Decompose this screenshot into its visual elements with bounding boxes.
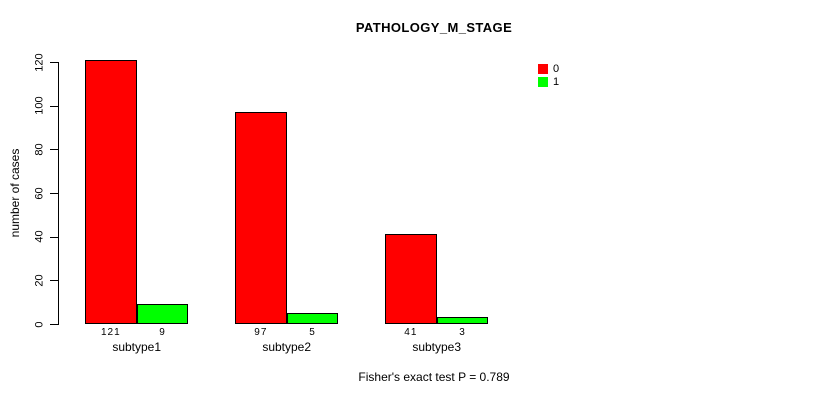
y-tick [50, 105, 58, 107]
bar-value-label: 41 [404, 327, 418, 338]
bar-subtype1-series0 [85, 59, 137, 324]
x-category-label-subtype2: subtype2 [262, 340, 312, 354]
y-tick-label: 0 [33, 320, 46, 328]
y-tick [50, 193, 58, 194]
x-category-label-subtype3: subtype3 [412, 340, 462, 354]
x-category-label-subtype1: subtype1 [112, 340, 162, 354]
bar-subtype2-series0 [235, 112, 287, 324]
y-tick [50, 62, 58, 63]
y-axis-title: number of cases [8, 148, 22, 238]
y-tick [50, 149, 58, 151]
bar-subtype3-series0 [385, 234, 437, 324]
legend-item-1: 1 [538, 76, 560, 88]
legend-label: 0 [553, 63, 560, 75]
y-tick-label: 60 [33, 186, 46, 200]
bar-value-label: 3 [459, 327, 466, 338]
chart-title: PATHOLOGY_M_STAGE [355, 20, 513, 35]
y-tick [50, 280, 58, 282]
y-tick [50, 236, 58, 238]
y-tick [50, 324, 58, 325]
legend-swatch-0 [538, 64, 548, 74]
bar-value-label: 121 [101, 327, 121, 338]
y-tick-label: 20 [33, 274, 46, 287]
y-tick-label: 120 [33, 52, 46, 72]
bar-subtype2-series1 [286, 313, 339, 324]
legend-item-0: 0 [538, 63, 560, 75]
y-tick-label: 100 [33, 96, 46, 115]
footer-annotation: Fisher's exact test P = 0.789 [358, 370, 510, 384]
y-tick-label: 40 [33, 230, 46, 243]
legend-swatch-1 [538, 77, 548, 87]
bar-subtype3-series1 [436, 317, 489, 324]
bar-value-label: 5 [309, 327, 316, 338]
y-tick-label: 80 [33, 143, 46, 156]
bar-value-label: 97 [254, 327, 268, 338]
legend-label: 1 [553, 76, 560, 88]
y-axis-line [58, 62, 59, 325]
bar-value-label: 9 [159, 327, 166, 338]
bar-subtype1-series1 [136, 304, 189, 324]
